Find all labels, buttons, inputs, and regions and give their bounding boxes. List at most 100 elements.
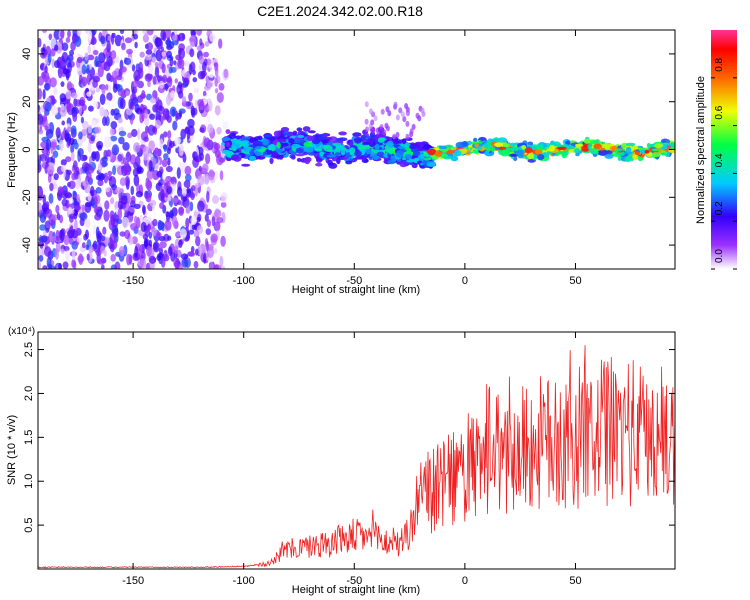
heatmap-cell — [200, 70, 207, 77]
heatmap-cell — [62, 68, 69, 75]
heatmap-cell — [288, 138, 295, 144]
heatmap-cell — [58, 139, 64, 152]
heatmap-cell — [409, 144, 416, 149]
heatmap-cell — [181, 257, 189, 268]
snr-x-tick-label: 50 — [569, 575, 581, 587]
heatmap-cell — [185, 174, 192, 182]
heatmap-cell — [49, 182, 54, 192]
heatmap-cell — [122, 157, 127, 165]
heatmap-cell — [277, 138, 287, 143]
heatmap-cell — [144, 109, 148, 119]
heatmap-cell — [392, 133, 397, 140]
heatmap-cell — [385, 125, 390, 132]
heatmap-cell — [185, 188, 192, 194]
heatmap-cell — [50, 48, 56, 57]
heatmap-cell — [127, 132, 133, 139]
heatmap-cell — [185, 217, 190, 229]
heatmap-cell — [149, 97, 157, 104]
heatmap-cell — [38, 37, 42, 48]
heatmap-cell — [128, 235, 134, 246]
heatmap-cell — [174, 245, 179, 255]
colorbar-tick-label: 0.0 — [714, 249, 725, 263]
heatmap-cell — [139, 214, 143, 222]
heatmap-cell — [263, 134, 273, 138]
heatmap-cell — [91, 30, 97, 36]
heatmap-cell — [95, 175, 101, 181]
heatmap-cell — [131, 96, 139, 107]
heatmap-cell — [625, 142, 636, 146]
heatmap-cell — [225, 141, 230, 148]
heatmap-cell — [159, 241, 167, 249]
heatmap-cell — [161, 51, 166, 57]
heatmap-cell — [157, 219, 163, 231]
heatmap-cell — [315, 162, 323, 167]
heatmap-cell — [483, 142, 490, 149]
heatmap-cell — [225, 129, 231, 135]
heatmap-cell — [177, 263, 184, 269]
heatmap-cell — [195, 248, 199, 256]
heatmap-cell — [97, 144, 103, 151]
heatmap-cell — [141, 90, 146, 99]
heatmap-cell — [54, 44, 59, 52]
heatmap-cell — [190, 192, 195, 201]
colorbar-tick-label: 0.4 — [714, 153, 725, 167]
heatmap-cell — [527, 141, 534, 146]
heatmap-cell — [644, 149, 650, 154]
heatmap-cell — [319, 151, 325, 157]
heatmap-cell — [124, 176, 130, 187]
heatmap-cell — [97, 258, 105, 265]
heatmap-cell — [90, 185, 95, 197]
heatmap-cell — [113, 108, 120, 116]
heatmap-cell — [73, 142, 79, 150]
heatmap-cell — [303, 141, 313, 147]
heatmap-cell — [204, 41, 210, 47]
heatmap-cell — [173, 30, 178, 34]
heatmap-cell — [165, 94, 172, 106]
heatmap-cell — [172, 120, 178, 131]
heatmap-cell — [124, 229, 131, 240]
heatmap-cell — [527, 153, 535, 159]
heatmap-cell — [134, 41, 138, 49]
heatmap-cell — [74, 205, 82, 211]
heatmap-cell — [87, 141, 92, 153]
heatmap-cell — [154, 66, 160, 78]
heatmap-cell — [74, 230, 79, 237]
heatmap-cell — [66, 101, 72, 113]
heatmap-cell — [110, 121, 118, 129]
heatmap-cell — [100, 235, 106, 242]
heatmap-cell — [654, 143, 664, 149]
heatmap-cell — [172, 34, 178, 41]
heatmap-cell — [94, 118, 100, 124]
heatmap-cell — [220, 192, 228, 203]
heatmap-cell — [48, 33, 53, 41]
heatmap-cell — [142, 30, 148, 35]
heatmap-cell — [184, 127, 191, 135]
heatmap-cell — [77, 148, 84, 157]
heatmap-cell — [438, 145, 448, 150]
heatmap-cell — [206, 190, 210, 203]
heatmap-cell — [214, 209, 222, 218]
heatmap-cell — [374, 143, 380, 150]
heatmap-cell — [366, 138, 376, 143]
heatmap-cell — [323, 144, 333, 152]
heatmap-cell — [404, 154, 412, 160]
heatmap-cell — [474, 143, 480, 147]
heatmap-cell — [405, 120, 410, 127]
heatmap-cell — [68, 180, 76, 190]
snr-x-tick-label: 0 — [462, 575, 468, 587]
heatmap-cell — [161, 159, 168, 168]
heatmap-cell — [106, 92, 113, 102]
heatmap-cell — [203, 51, 209, 58]
heatmap-cell — [162, 74, 168, 84]
heatmap-cell — [151, 56, 157, 64]
heatmap-cell — [651, 152, 661, 158]
heatmap-cell — [148, 255, 157, 264]
heatmap-cell — [101, 156, 108, 163]
heatmap-cell — [454, 150, 462, 157]
heatmap-cell — [38, 260, 41, 269]
heatmap-cell — [195, 236, 201, 247]
heatmap-cell — [181, 33, 185, 40]
heatmap-cell — [297, 134, 305, 139]
heatmap-cell — [210, 233, 218, 243]
heatmap-cell — [145, 125, 149, 134]
